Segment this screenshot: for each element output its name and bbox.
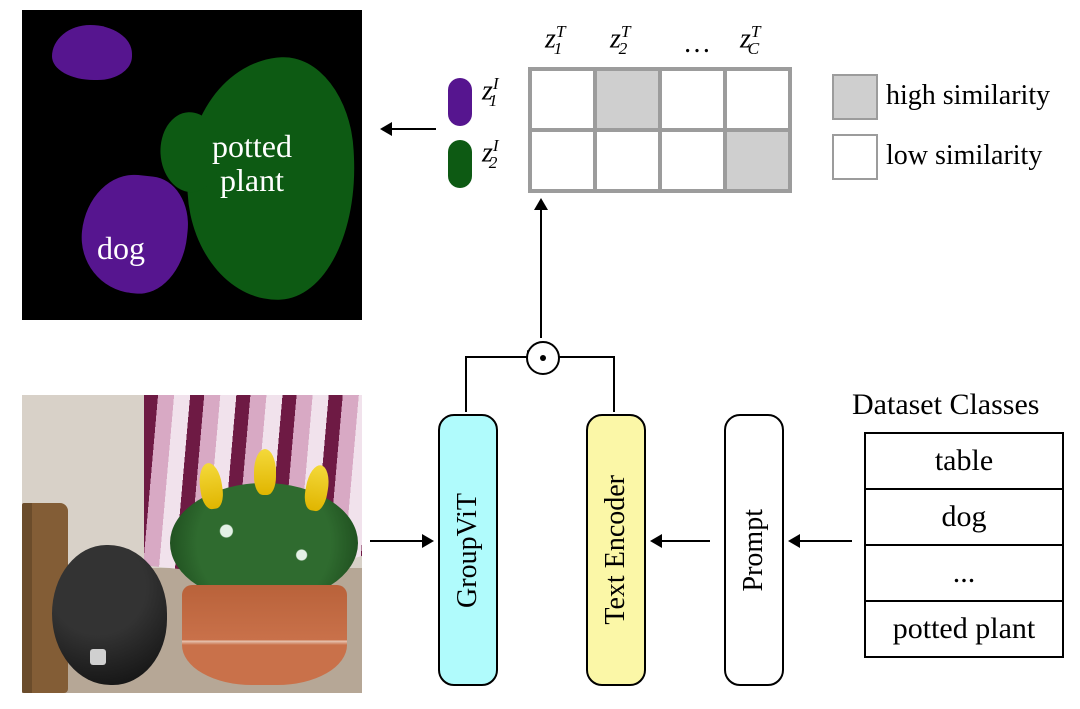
text-encoder-box: Text Encoder: [586, 414, 646, 686]
arrow-prompt-to-textenc: [662, 540, 710, 542]
dataset-class-row: dog: [866, 488, 1062, 544]
photo-dog-tag: [90, 649, 106, 665]
photo-pot: [182, 585, 347, 685]
matrix-col-label: zT1: [545, 22, 562, 59]
photo-flower: [254, 449, 276, 495]
dataset-classes-title: Dataset Classes: [852, 388, 1039, 422]
prompt-box: Prompt: [724, 414, 784, 686]
arrow-classes-to-prompt: [800, 540, 852, 542]
matrix-cell: [725, 130, 790, 191]
arrow-groupvit-right: [465, 356, 527, 358]
dataset-classes-table: table dog ... potted plant: [864, 432, 1064, 658]
groupvit-box: GroupViT: [438, 414, 498, 686]
dot-product-icon: [526, 341, 560, 375]
matrix-cell: [725, 69, 790, 130]
arrow-textenc-left: [556, 356, 615, 358]
dataset-class-row: table: [866, 434, 1062, 488]
matrix-cell: [530, 130, 595, 191]
matrix-col-label: zT2: [610, 22, 627, 59]
dataset-class-row: ...: [866, 544, 1062, 600]
legend-low-label: low similarity: [886, 140, 1042, 172]
matrix-cell: [595, 130, 660, 191]
segment-dog-head: [52, 25, 132, 80]
prompt-label: Prompt: [738, 509, 770, 591]
legend-high-label: high similarity: [886, 80, 1050, 112]
text-encoder-label: Text Encoder: [600, 475, 632, 625]
photo-dog: [52, 545, 167, 685]
input-photo: [22, 395, 362, 693]
matrix-cell: [660, 69, 725, 130]
similarity-matrix: [528, 67, 792, 193]
image-token-2: [448, 140, 472, 188]
matrix-col-label: zTC: [740, 22, 759, 59]
dataset-class-row: potted plant: [866, 600, 1062, 656]
arrow-groupvit-up: [465, 356, 467, 412]
matrix-cell: [595, 69, 660, 130]
arrow-photo-to-groupvit: [370, 540, 422, 542]
matrix-cell: [530, 69, 595, 130]
matrix-row-label: zI2: [482, 136, 497, 173]
segment-label-plant: potted plant: [212, 130, 292, 197]
groupvit-label: GroupViT: [452, 493, 484, 608]
matrix-cell: [660, 130, 725, 191]
legend-high-swatch: [832, 74, 878, 120]
arrow-textenc-up: [613, 356, 615, 412]
arrow-odot-up: [540, 210, 542, 338]
arrow-to-segmentation: [392, 128, 436, 130]
legend-low-swatch: [832, 134, 878, 180]
matrix-col-ellipsis: …: [683, 28, 711, 60]
segment-label-dog: dog: [97, 232, 145, 266]
image-token-1: [448, 78, 472, 126]
segmentation-output: dog potted plant: [22, 10, 362, 320]
matrix-row-label: zI1: [482, 74, 497, 111]
